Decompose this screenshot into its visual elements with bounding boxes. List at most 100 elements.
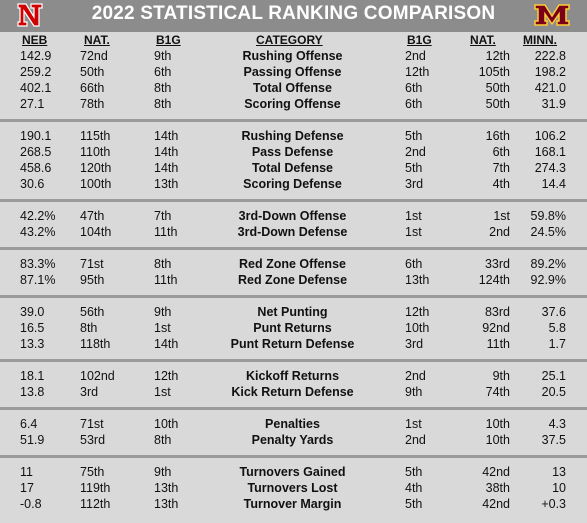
cell-neb-nat: 71st xyxy=(80,417,104,431)
cell-minn-b1g: 9th xyxy=(405,385,423,399)
col-minn: MINN. xyxy=(523,33,557,47)
cell-neb-nat: 104th xyxy=(80,225,112,239)
cell-minn-nat: 92nd xyxy=(482,321,510,335)
cell-neb: 11 xyxy=(20,465,33,479)
cell-minn-nat: 4th xyxy=(492,177,510,191)
cell-minn-b1g: 6th xyxy=(405,257,423,271)
cell-neb-nat: 3rd xyxy=(80,385,99,399)
cell-minn-b1g: 1st xyxy=(405,209,422,223)
cell-minn: 421.0 xyxy=(534,81,566,95)
cell-minn-nat: 38th xyxy=(485,481,510,495)
cell-neb: 17 xyxy=(20,481,34,495)
cell-minn-nat: 10th xyxy=(485,433,510,447)
cell-minn-nat: 33rd xyxy=(484,257,510,271)
table-row: 83.3% 71st 8th Red Zone Offense 6th 33rd 89.2% xyxy=(0,256,587,272)
nebraska-n-logo xyxy=(17,3,43,27)
table-row: 11 75th 9th Turnovers Gained 5th 42nd 13 xyxy=(0,464,587,480)
table-row: 13.3 118th 14th Punt Return Defense 3rd 11th 1… xyxy=(0,336,587,352)
cell-minn: 274.3 xyxy=(534,161,566,175)
cell-minn-b1g: 2nd xyxy=(405,49,426,63)
cell-category: Pass Defense xyxy=(251,145,334,159)
cell-minn-b1g: 12th xyxy=(405,305,430,319)
table-row: 43.2% 104th 11th 3rd-Down Defense 1st 2nd 24.5… xyxy=(0,224,587,240)
table-row: 30.6 100th 13th Scoring Defense 3rd 4th 14.4 xyxy=(0,176,587,192)
section-divider xyxy=(0,407,587,410)
cell-neb-nat: 53rd xyxy=(80,433,106,447)
table-row: 87.1% 95th 11th Red Zone Defense 13th 124th 92… xyxy=(0,272,587,288)
table-row: 27.1 78th 8th Scoring Offense 6th 50th 31.9 xyxy=(0,96,587,112)
cell-minn-nat: 74th xyxy=(485,385,510,399)
cell-neb: 83.3% xyxy=(20,257,56,271)
cell-minn-b1g: 4th xyxy=(405,481,423,495)
cell-category: Passing Offense xyxy=(243,65,342,79)
cell-neb: 39.0 xyxy=(20,305,45,319)
table-row: 42.2% 47th 7th 3rd-Down Offense 1st 1st 59.8% xyxy=(0,208,587,224)
section-divider xyxy=(0,359,587,362)
cell-minn-nat: 2nd xyxy=(489,225,510,239)
cell-neb-nat: 95th xyxy=(80,273,105,287)
cell-neb-b1g: 14th xyxy=(154,337,179,351)
table-row: 13.8 3rd 1st Kick Return Defense 9th 74th 20.5 xyxy=(0,384,587,400)
cell-category: Red Zone Offense xyxy=(239,257,346,271)
cell-neb: 16.5 xyxy=(20,321,45,335)
cell-neb: 268.5 xyxy=(20,145,52,159)
cell-minn-nat: 9th xyxy=(492,369,510,383)
table-row: 458.6 120th 14th Total Defense 5th 7th 274.3 xyxy=(0,160,587,176)
cell-category: Turnovers Gained xyxy=(239,465,346,479)
cell-neb-b1g: 9th xyxy=(154,465,172,479)
table-row: 18.1 102nd 12th Kickoff Returns 2nd 9th 25.1 xyxy=(0,368,587,384)
column-headers: NEB NAT. B1G CATEGORY B1G NAT. MINN. xyxy=(0,32,587,48)
page-title: 2022 STATISTICAL RANKING COMPARISON xyxy=(91,3,496,24)
cell-neb-b1g: 14th xyxy=(154,129,179,143)
cell-minn: 89.2% xyxy=(530,257,566,271)
cell-minn-b1g: 1st xyxy=(405,417,422,431)
cell-minn: 168.1 xyxy=(534,145,566,159)
table-row: -0.8 112th 13th Turnover Margin 5th 42nd +0.3 xyxy=(0,496,587,512)
cell-minn: 31.9 xyxy=(541,97,566,111)
cell-minn-nat: 50th xyxy=(485,97,510,111)
cell-category: Penalties xyxy=(265,417,320,431)
cell-neb-b1g: 14th xyxy=(154,145,179,159)
cell-neb: 458.6 xyxy=(20,161,52,175)
cell-minn-nat: 11th xyxy=(486,337,510,351)
cell-minn-nat: 124th xyxy=(478,273,510,287)
cell-minn-b1g: 1st xyxy=(405,225,422,239)
cell-minn: 13 xyxy=(552,465,566,479)
cell-neb: 18.1 xyxy=(20,369,45,383)
cell-neb: 51.9 xyxy=(20,433,45,447)
cell-minn: 14.4 xyxy=(541,177,566,191)
cell-minn-nat: 1st xyxy=(493,209,510,223)
cell-neb-b1g: 8th xyxy=(154,257,172,271)
cell-neb-nat: 119th xyxy=(80,481,111,495)
table-row: 6.4 71st 10th Penalties 1st 10th 4.3 xyxy=(0,416,587,432)
cell-neb-b1g: 6th xyxy=(154,65,172,79)
cell-category: Turnover Margin xyxy=(243,497,342,511)
cell-minn-b1g: 5th xyxy=(405,161,423,175)
cell-neb-nat: 71st xyxy=(80,257,104,271)
cell-category: Rushing Offense xyxy=(242,49,343,63)
col-neb: NEB xyxy=(22,33,48,47)
col-minn-nat: NAT. xyxy=(470,33,496,47)
cell-neb: 13.8 xyxy=(20,385,45,399)
cell-minn-b1g: 2nd xyxy=(405,369,426,383)
cell-minn: 59.8% xyxy=(530,209,566,223)
cell-neb-nat: 112th xyxy=(80,497,111,511)
cell-minn: 1.7 xyxy=(548,337,566,351)
cell-minn-nat: 12th xyxy=(485,49,510,63)
cell-minn-b1g: 3rd xyxy=(405,177,424,191)
cell-category: Kick Return Defense xyxy=(231,385,354,399)
cell-minn-nat: 105th xyxy=(478,65,510,79)
cell-minn-nat: 16th xyxy=(485,129,510,143)
table-row: 17 119th 13th Turnovers Lost 4th 38th 10 xyxy=(0,480,587,496)
cell-neb-b1g: 1st xyxy=(154,385,171,399)
cell-neb-b1g: 9th xyxy=(154,305,172,319)
cell-neb: 13.3 xyxy=(20,337,45,351)
cell-neb-nat: 47th xyxy=(80,209,105,223)
table-row: 16.5 8th 1st Punt Returns 10th 92nd 5.8 xyxy=(0,320,587,336)
cell-minn: 24.5% xyxy=(530,225,566,239)
cell-neb-b1g: 9th xyxy=(154,49,172,63)
cell-category: Penalty Yards xyxy=(251,433,334,447)
section-divider xyxy=(0,119,587,122)
cell-category: Total Offense xyxy=(253,81,332,95)
table-row: 402.1 66th 8th Total Offense 6th 50th 421.0 xyxy=(0,80,587,96)
